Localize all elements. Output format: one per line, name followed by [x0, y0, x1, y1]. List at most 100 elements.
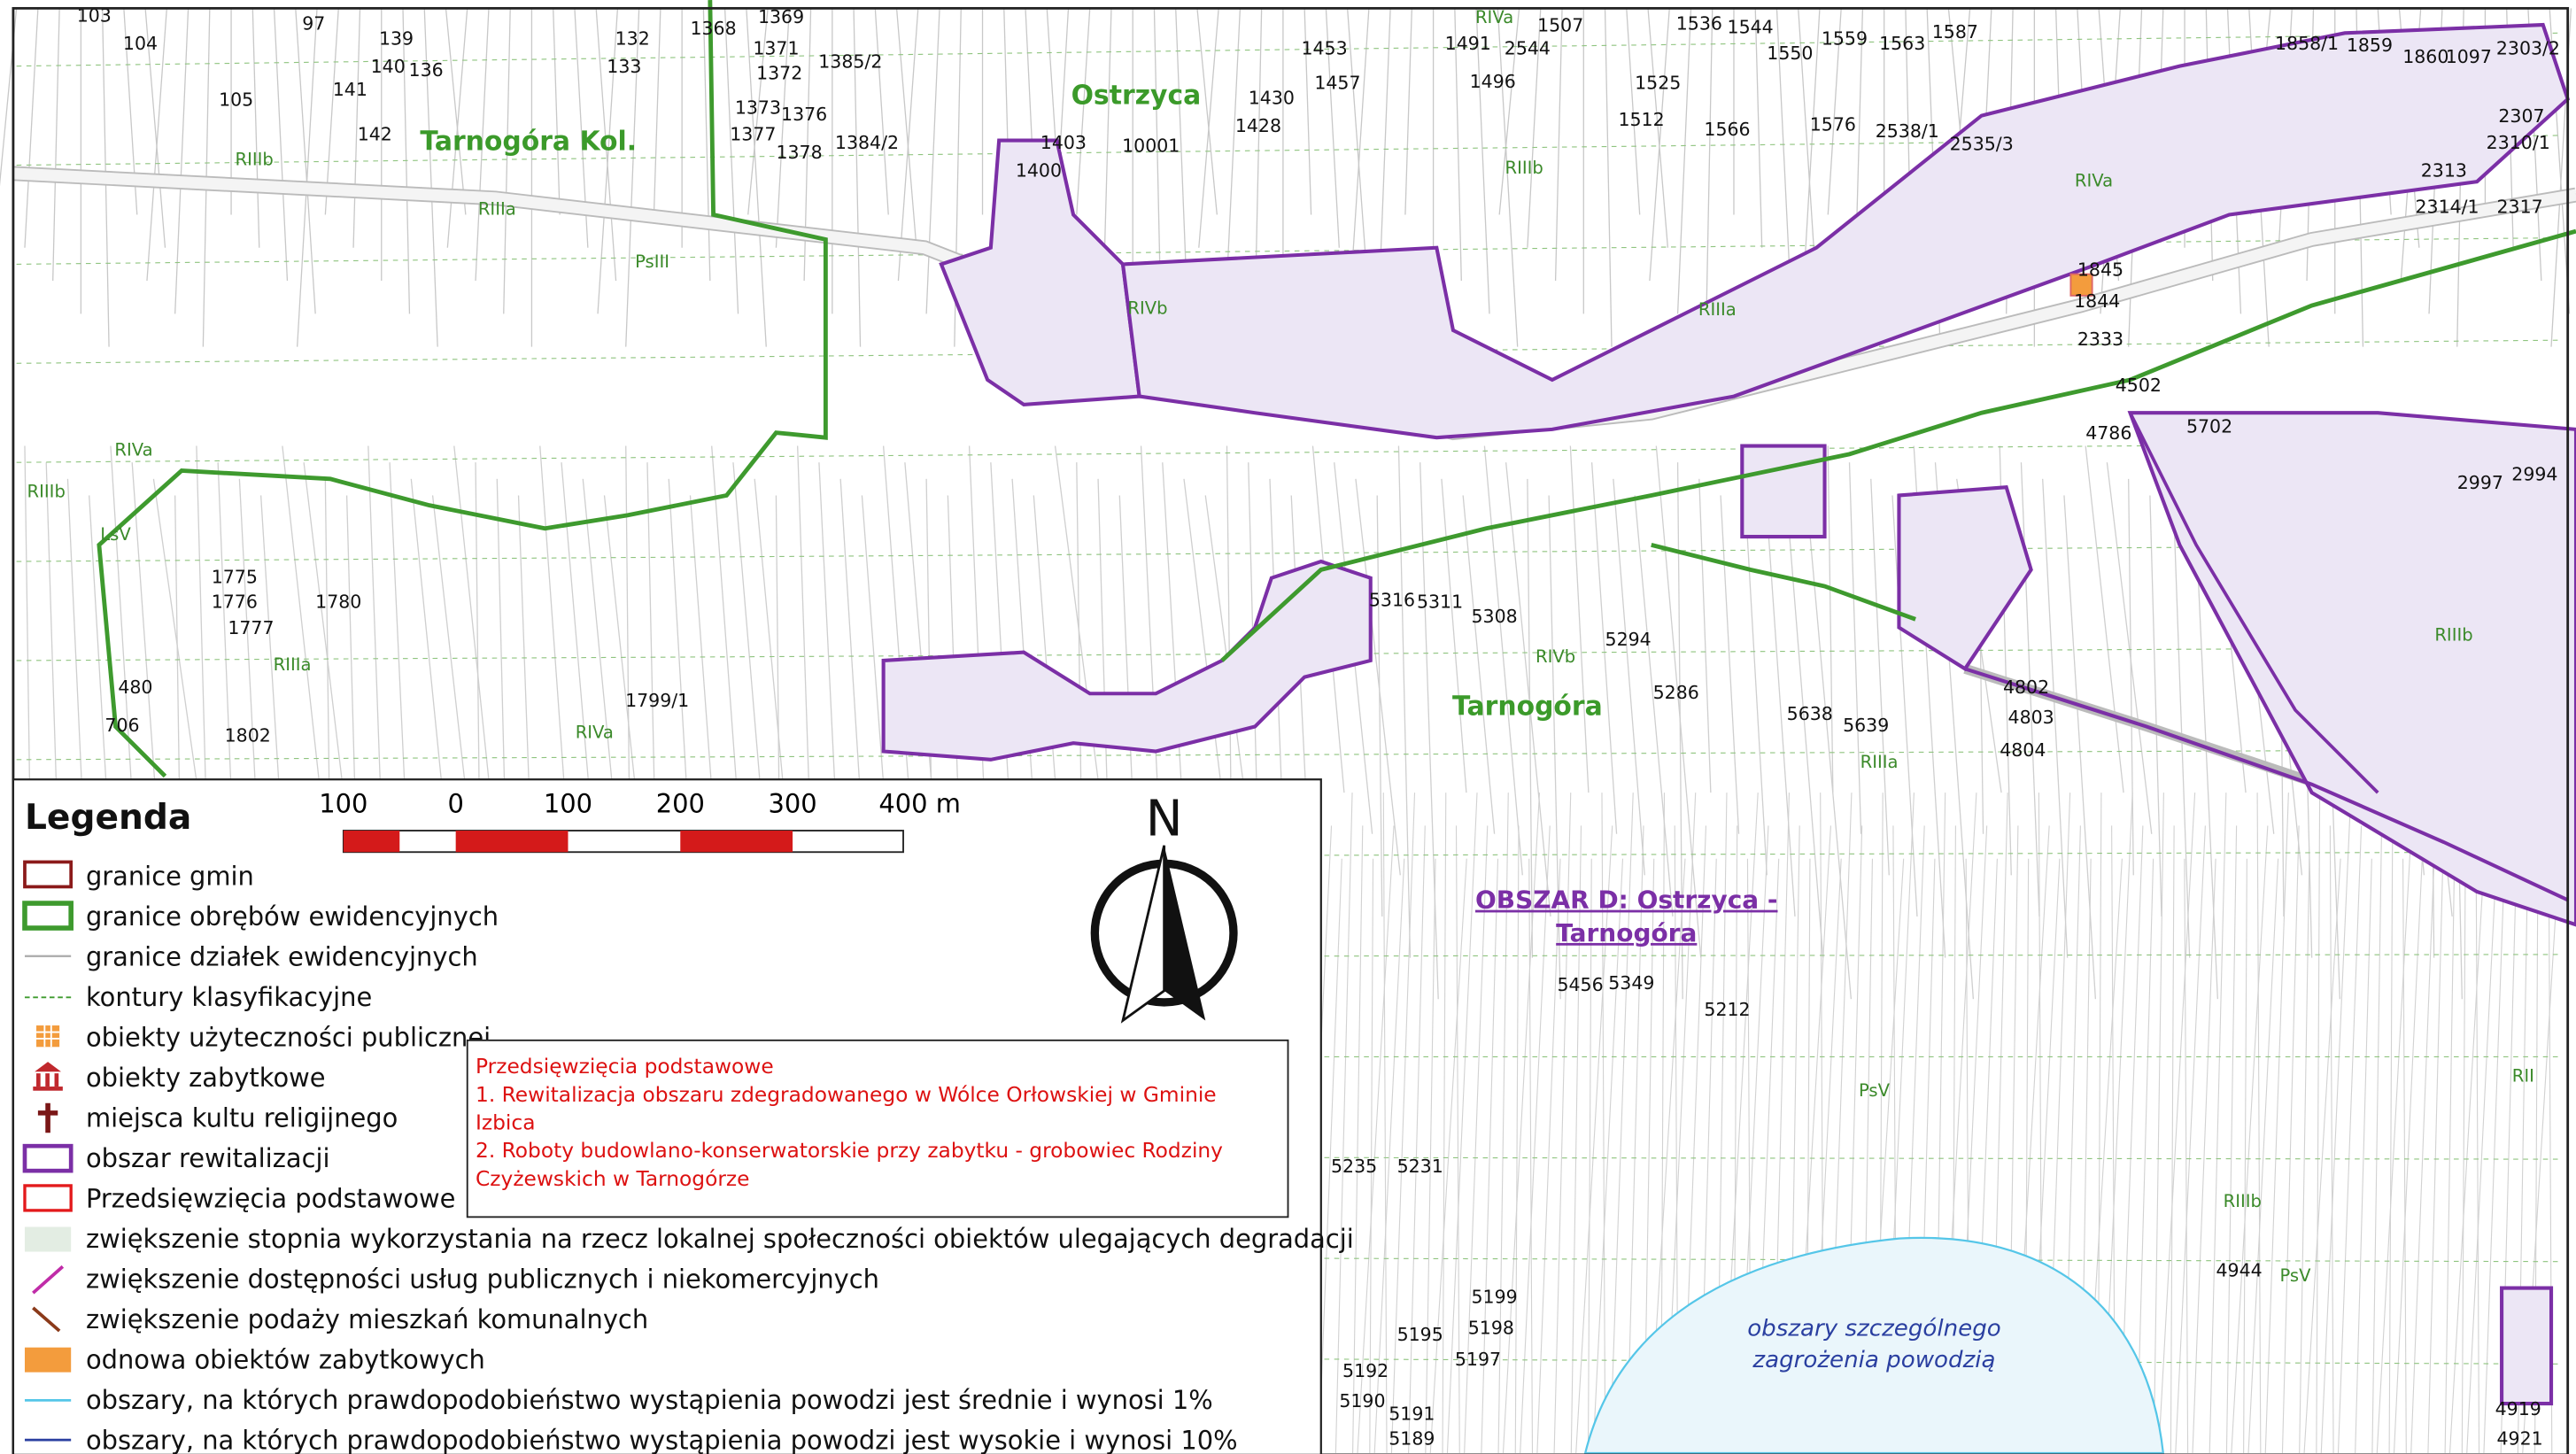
parcel-number: 1802 — [225, 724, 271, 746]
parcel-number: 1525 — [1635, 73, 1681, 94]
parcel-number: 1507 — [1537, 14, 1583, 35]
parcel-number: 1780 — [315, 591, 361, 612]
land-class: RIIIb — [2434, 625, 2472, 646]
area — [2502, 1288, 2551, 1404]
map: 1031049713914013613213313681369137113721… — [0, 0, 2576, 1454]
parcel-number: 1373 — [735, 97, 781, 119]
land-class: LsV — [100, 524, 131, 545]
parcel-number: 1097 — [2446, 46, 2492, 67]
legend-entry: Przedsięwzięcia podstawowe — [86, 1184, 455, 1214]
parcel-number: 136 — [409, 59, 444, 81]
symbol-public-building — [36, 1025, 59, 1047]
land-class: RIIIa — [1698, 299, 1737, 320]
parcel-number: 5195 — [1397, 1324, 1443, 1345]
parcel-number: 1378 — [776, 142, 822, 163]
parcel-number: 5212 — [1704, 999, 1750, 1020]
parcel-number: 5638 — [1787, 703, 1833, 724]
land-class: RII — [2512, 1065, 2534, 1086]
north-label: N — [1146, 791, 1183, 848]
legend-entry: obszar rewitalizacji — [86, 1143, 330, 1173]
parcel-number: 1844 — [2074, 290, 2120, 312]
legend-entry: kontury klasyfikacyjne — [86, 982, 372, 1012]
parcel-number: 1845 — [2077, 259, 2123, 280]
legend-title: Legenda — [25, 798, 191, 838]
land-class: RIIIb — [27, 481, 66, 501]
parcel-number: 2997 — [2457, 472, 2503, 493]
info-title: Przedsięwzięcia podstawowe — [476, 1055, 774, 1079]
parcel-number: 5191 — [1389, 1404, 1435, 1425]
land-class: RIIIb — [1505, 158, 1543, 178]
parcel-number: 2538/1 — [1876, 120, 1939, 142]
parcel-number: 5231 — [1397, 1156, 1443, 1177]
land-class: RIVb — [1127, 298, 1167, 318]
parcel-number: 5198 — [1468, 1318, 1514, 1339]
parcel-number: 2310/1 — [2487, 132, 2550, 153]
parcel-number: 5189 — [1389, 1428, 1435, 1450]
parcel-number: 5294 — [1605, 629, 1652, 650]
scale-label: 400 m — [878, 789, 960, 819]
parcel-number: 4919 — [2495, 1398, 2541, 1419]
parcel-number: 1384/2 — [835, 132, 899, 153]
parcel-number: 1859 — [2347, 35, 2393, 56]
land-class: RIIIa — [478, 198, 516, 219]
parcel-number: 1430 — [1249, 88, 1295, 109]
parcel-number: 1858/1 — [2275, 33, 2339, 54]
parcel-number: 480 — [118, 677, 152, 698]
parcel-number: 1453 — [1301, 38, 1347, 59]
parcel-number: 1385/2 — [818, 51, 882, 73]
parcel-number: 1496 — [1470, 71, 1516, 92]
parcel-number: 132 — [615, 27, 650, 49]
parcel-number: 1587 — [1932, 21, 1978, 43]
parcel-number: 2317 — [2497, 197, 2543, 218]
info-line: 1. Rewitalizacja obszaru zdegradowanego … — [476, 1083, 1217, 1107]
parcel-number: 1491 — [1445, 33, 1491, 54]
parcel-number: 706 — [104, 715, 139, 736]
land-class: RIVa — [2075, 171, 2113, 191]
parcel-number: 141 — [333, 79, 367, 100]
parcel-number: 1536 — [1676, 13, 1722, 35]
land-class: RIVb — [1536, 646, 1575, 667]
parcel-number: 4921 — [2497, 1428, 2543, 1450]
scale-segment — [456, 831, 569, 852]
legend-entry: miejsca kultu religijnego — [86, 1103, 398, 1133]
land-class: RIVa — [114, 440, 152, 460]
parcel-number: 1376 — [781, 104, 827, 125]
parcel-number: 1371 — [753, 38, 799, 59]
parcel-number: 2535/3 — [1950, 134, 2014, 155]
scale-segment — [344, 831, 399, 852]
symbol-degradation — [25, 1227, 71, 1252]
info-line: 2. Roboty budowlano-konserwatorskie przy… — [476, 1139, 1223, 1163]
parcel-number: 4802 — [2003, 677, 2049, 698]
land-class: PsIII — [635, 251, 669, 272]
info-line: Czyżewskich w Tarnogórze — [476, 1167, 749, 1191]
legend-entry: obiekty zabytkowe — [86, 1063, 326, 1093]
parcel-number: 97 — [302, 13, 325, 35]
parcel-number: 1368 — [690, 18, 736, 39]
parcel-number: 5349 — [1608, 972, 1654, 994]
parcel-number: 1512 — [1618, 109, 1664, 130]
legend-entry: obszary, na których prawdopodobieństwo w… — [86, 1385, 1213, 1415]
parcel-number: 1372 — [756, 63, 802, 84]
parcel-number: 1566 — [1704, 119, 1750, 140]
land-class: PsV — [1859, 1080, 1891, 1101]
parcel-number: 2333 — [2077, 329, 2123, 350]
parcel-number: 5456 — [1557, 974, 1603, 995]
page: 1031049713914013613213313681369137113721… — [0, 0, 2576, 1454]
land-class: RIIIb — [236, 150, 274, 170]
parcel-number: 1563 — [1879, 33, 1925, 54]
parcel-number: 1544 — [1728, 16, 1774, 37]
area-title: OBSZAR D: Ostrzyca - — [1475, 886, 1777, 915]
legend-entry: granice działek ewidencyjnych — [86, 942, 478, 972]
parcel-number: 1403 — [1040, 132, 1087, 153]
parcel-number: 1550 — [1767, 43, 1813, 64]
parcel-number: 4786 — [2085, 422, 2131, 444]
legend-entry: obszary, na których prawdopodobieństwo w… — [86, 1426, 1238, 1454]
parcel-number: 4803 — [2008, 707, 2054, 728]
area — [1742, 446, 1824, 538]
parcel-number: 5197 — [1455, 1349, 1501, 1370]
land-class: RIIIa — [1860, 752, 1899, 772]
parcel-number: 2313 — [2421, 160, 2467, 182]
place-name: Tarnogóra — [1452, 691, 1603, 722]
parcel-number: 140 — [371, 56, 406, 77]
parcel-number: 4502 — [2116, 375, 2162, 396]
